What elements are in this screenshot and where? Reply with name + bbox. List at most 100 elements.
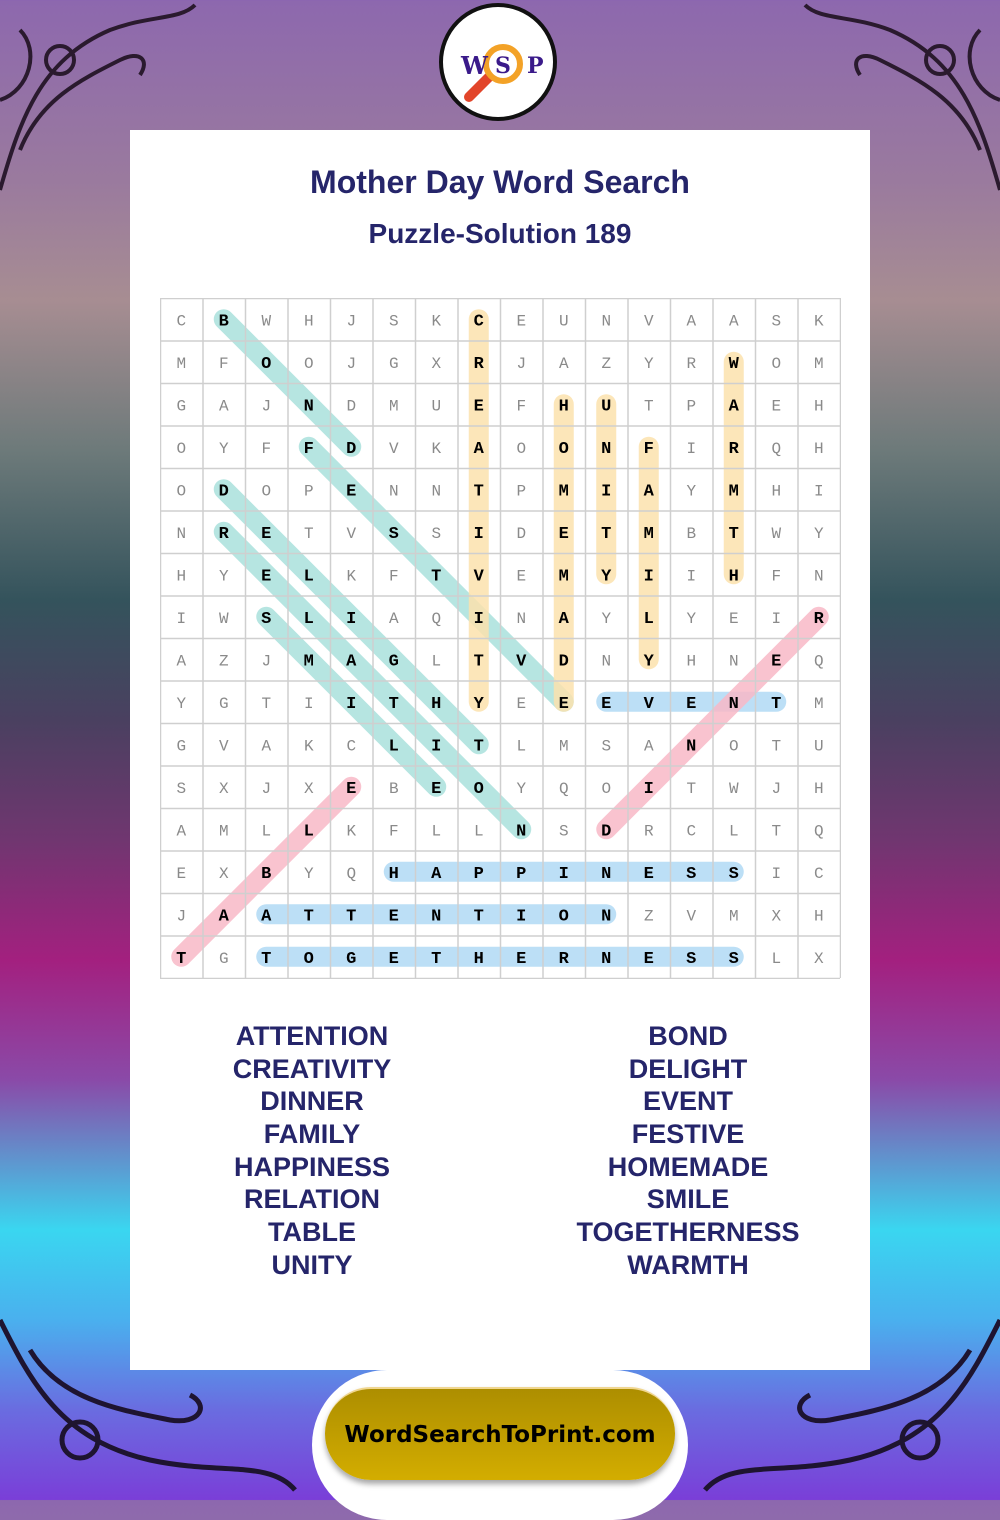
grid-cell-letter-found[interactable]: O — [559, 440, 569, 459]
grid-cell-letter[interactable]: F — [389, 822, 399, 840]
grid-cell-letter[interactable]: I — [814, 482, 824, 500]
grid-cell-letter[interactable]: A — [644, 737, 654, 755]
grid-cell-letter[interactable]: O — [771, 355, 781, 373]
grid-cell-letter[interactable]: F — [219, 355, 229, 373]
grid-cell-letter[interactable]: C — [686, 822, 696, 840]
grid-cell-letter-found[interactable]: C — [474, 312, 484, 331]
grid-cell-letter[interactable]: U — [814, 737, 824, 755]
grid-cell-letter-found[interactable]: I — [474, 525, 484, 544]
grid-cell-letter[interactable]: J — [261, 780, 271, 798]
grid-cell-letter-found[interactable]: T — [474, 907, 484, 926]
grid-cell-letter[interactable]: K — [304, 737, 314, 755]
grid-cell-letter-found[interactable]: T — [304, 907, 314, 926]
grid-cell-letter[interactable]: L — [771, 950, 781, 968]
grid-cell-letter[interactable]: Y — [219, 567, 229, 585]
grid-cell-letter-found[interactable]: T — [431, 567, 441, 586]
grid-cell-letter-found[interactable]: I — [601, 482, 611, 501]
grid-cell-letter[interactable]: P — [516, 482, 526, 500]
grid-cell-letter-found[interactable]: N — [601, 950, 611, 969]
grid-cell-letter[interactable]: X — [219, 780, 229, 798]
grid-cell-letter[interactable]: M — [814, 695, 824, 713]
grid-cell-letter-found[interactable]: L — [644, 610, 654, 629]
grid-cell-letter[interactable]: N — [729, 652, 739, 670]
grid-cell-letter-found[interactable]: H — [559, 397, 569, 416]
grid-cell-letter[interactable]: N — [516, 610, 526, 628]
grid-cell-letter-found[interactable]: E — [644, 950, 654, 969]
grid-cell-letter[interactable]: Y — [219, 440, 229, 458]
site-link-button[interactable]: WordSearchToPrint.com — [325, 1387, 675, 1480]
grid-cell-letter[interactable]: L — [516, 737, 526, 755]
grid-cell-letter[interactable]: T — [644, 397, 654, 415]
grid-cell-letter[interactable]: Q — [559, 780, 569, 798]
grid-cell-letter[interactable]: G — [219, 695, 229, 713]
grid-cell-letter[interactable]: X — [771, 907, 781, 925]
grid-cell-letter[interactable]: X — [814, 950, 824, 968]
grid-cell-letter[interactable]: H — [814, 397, 824, 415]
grid-cell-letter-found[interactable]: A — [559, 610, 570, 629]
grid-cell-letter-found[interactable]: E — [261, 525, 271, 544]
grid-cell-letter[interactable]: M — [389, 397, 399, 415]
grid-cell-letter-found[interactable]: L — [304, 567, 314, 586]
grid-cell-letter[interactable]: J — [346, 312, 356, 330]
grid-cell-letter[interactable]: A — [686, 312, 696, 330]
grid-cell-letter-found[interactable]: N — [686, 737, 696, 756]
grid-cell-letter[interactable]: I — [176, 610, 186, 628]
grid-cell-letter[interactable]: I — [771, 865, 781, 883]
grid-cell-letter[interactable]: K — [431, 440, 441, 458]
grid-cell-letter-found[interactable]: F — [644, 440, 654, 459]
grid-cell-letter[interactable]: Y — [601, 610, 611, 628]
grid-cell-letter[interactable]: G — [219, 950, 229, 968]
grid-cell-letter-found[interactable]: I — [559, 865, 569, 884]
grid-cell-letter[interactable]: O — [176, 482, 186, 500]
grid-cell-letter-found[interactable]: N — [601, 907, 611, 926]
grid-cell-letter-found[interactable]: V — [644, 695, 655, 714]
grid-cell-letter-found[interactable]: M — [304, 652, 314, 671]
grid-cell-letter[interactable]: O — [261, 482, 271, 500]
grid-cell-letter-found[interactable]: E — [686, 695, 696, 714]
grid-cell-letter[interactable]: J — [771, 780, 781, 798]
grid-cell-letter-found[interactable]: N — [304, 397, 314, 416]
grid-cell-letter-found[interactable]: T — [389, 695, 399, 714]
grid-cell-letter[interactable]: D — [346, 397, 356, 415]
grid-cell-letter[interactable]: I — [686, 440, 696, 458]
grid-cell-letter-found[interactable]: N — [431, 907, 441, 926]
grid-cell-letter[interactable]: E — [771, 397, 781, 415]
grid-cell-letter-found[interactable]: E — [771, 652, 781, 671]
grid-cell-letter[interactable]: A — [389, 610, 399, 628]
grid-cell-letter-found[interactable]: I — [431, 737, 441, 756]
grid-cell-letter[interactable]: M — [219, 822, 229, 840]
grid-cell-letter[interactable]: X — [431, 355, 441, 373]
grid-cell-letter[interactable]: Q — [814, 822, 824, 840]
grid-cell-letter-found[interactable]: I — [346, 695, 356, 714]
grid-cell-letter-found[interactable]: P — [474, 865, 484, 884]
grid-cell-letter[interactable]: H — [176, 567, 186, 585]
grid-cell-letter[interactable]: E — [516, 312, 526, 330]
grid-cell-letter-found[interactable]: H — [729, 567, 739, 586]
grid-cell-letter[interactable]: O — [304, 355, 314, 373]
grid-cell-letter[interactable]: N — [601, 652, 611, 670]
grid-cell-letter[interactable]: L — [431, 652, 441, 670]
grid-cell-letter[interactable]: F — [771, 567, 781, 585]
grid-cell-letter-found[interactable]: B — [261, 865, 271, 884]
grid-cell-letter[interactable]: E — [176, 865, 186, 883]
grid-cell-letter-found[interactable]: T — [474, 482, 484, 501]
grid-cell-letter-found[interactable]: O — [304, 950, 314, 969]
grid-cell-letter-found[interactable]: I — [346, 610, 356, 629]
grid-cell-letter-found[interactable]: R — [814, 610, 825, 629]
grid-cell-letter-found[interactable]: H — [389, 865, 399, 884]
grid-cell-letter[interactable]: A — [176, 822, 186, 840]
grid-cell-letter[interactable]: Z — [601, 355, 611, 373]
grid-cell-letter-found[interactable]: T — [729, 525, 739, 544]
grid-cell-letter[interactable]: W — [729, 780, 739, 798]
grid-cell-letter-found[interactable]: H — [474, 950, 484, 969]
grid-cell-letter[interactable]: Y — [686, 610, 696, 628]
grid-cell-letter[interactable]: X — [219, 865, 229, 883]
grid-cell-letter[interactable]: J — [261, 397, 271, 415]
grid-cell-letter[interactable]: Y — [516, 780, 526, 798]
grid-cell-letter[interactable]: L — [474, 822, 484, 840]
grid-cell-letter-found[interactable]: I — [474, 610, 484, 629]
grid-cell-letter-found[interactable]: I — [644, 567, 654, 586]
grid-cell-letter-found[interactable]: T — [771, 695, 781, 714]
grid-cell-letter[interactable]: A — [219, 397, 229, 415]
grid-cell-letter-found[interactable]: E — [389, 907, 399, 926]
